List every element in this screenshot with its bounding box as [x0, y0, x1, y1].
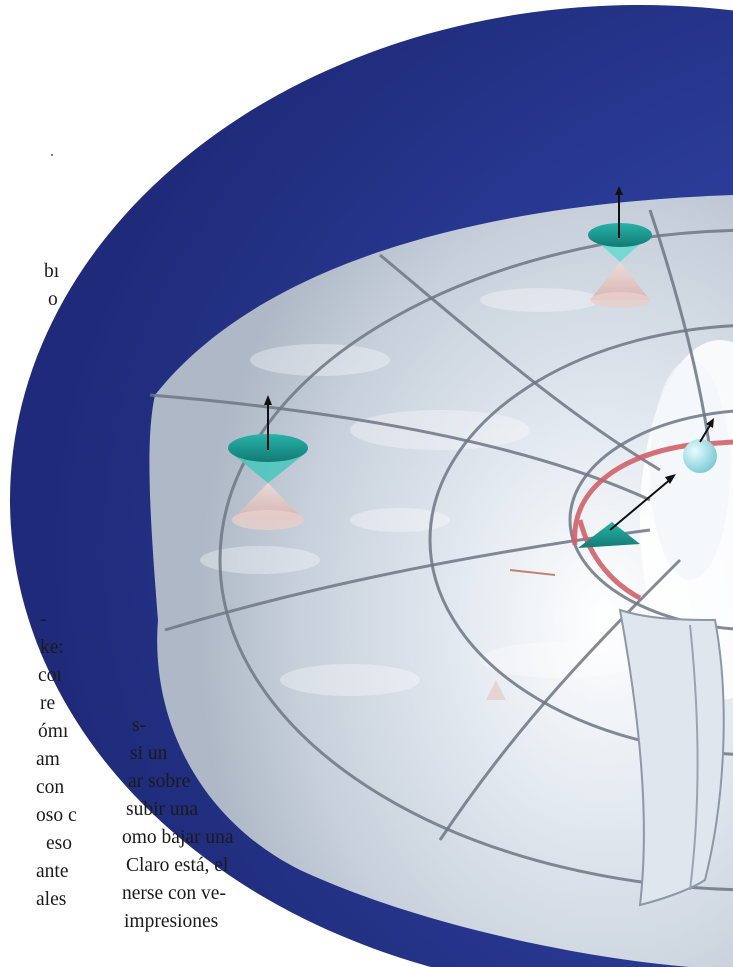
radial-line-1: [379, 253, 661, 472]
grid-circle-middle: [428, 324, 733, 756]
radial-line-2: [149, 393, 651, 502]
funnel-surface: [149, 195, 733, 967]
radial-line-5: [648, 209, 712, 451]
observer-sphere: [683, 418, 717, 473]
light-cone-left: [228, 395, 308, 530]
grid-circle-outer: [218, 229, 733, 891]
radial-line-4: [438, 558, 682, 841]
light-cone-top: [588, 186, 652, 308]
faint-cone-lower: [486, 680, 506, 700]
horizon-ring: [572, 439, 733, 601]
light-cone-tilted: [578, 474, 676, 548]
funnel-fold: [618, 608, 725, 907]
grid-circle-inner: [568, 409, 733, 631]
